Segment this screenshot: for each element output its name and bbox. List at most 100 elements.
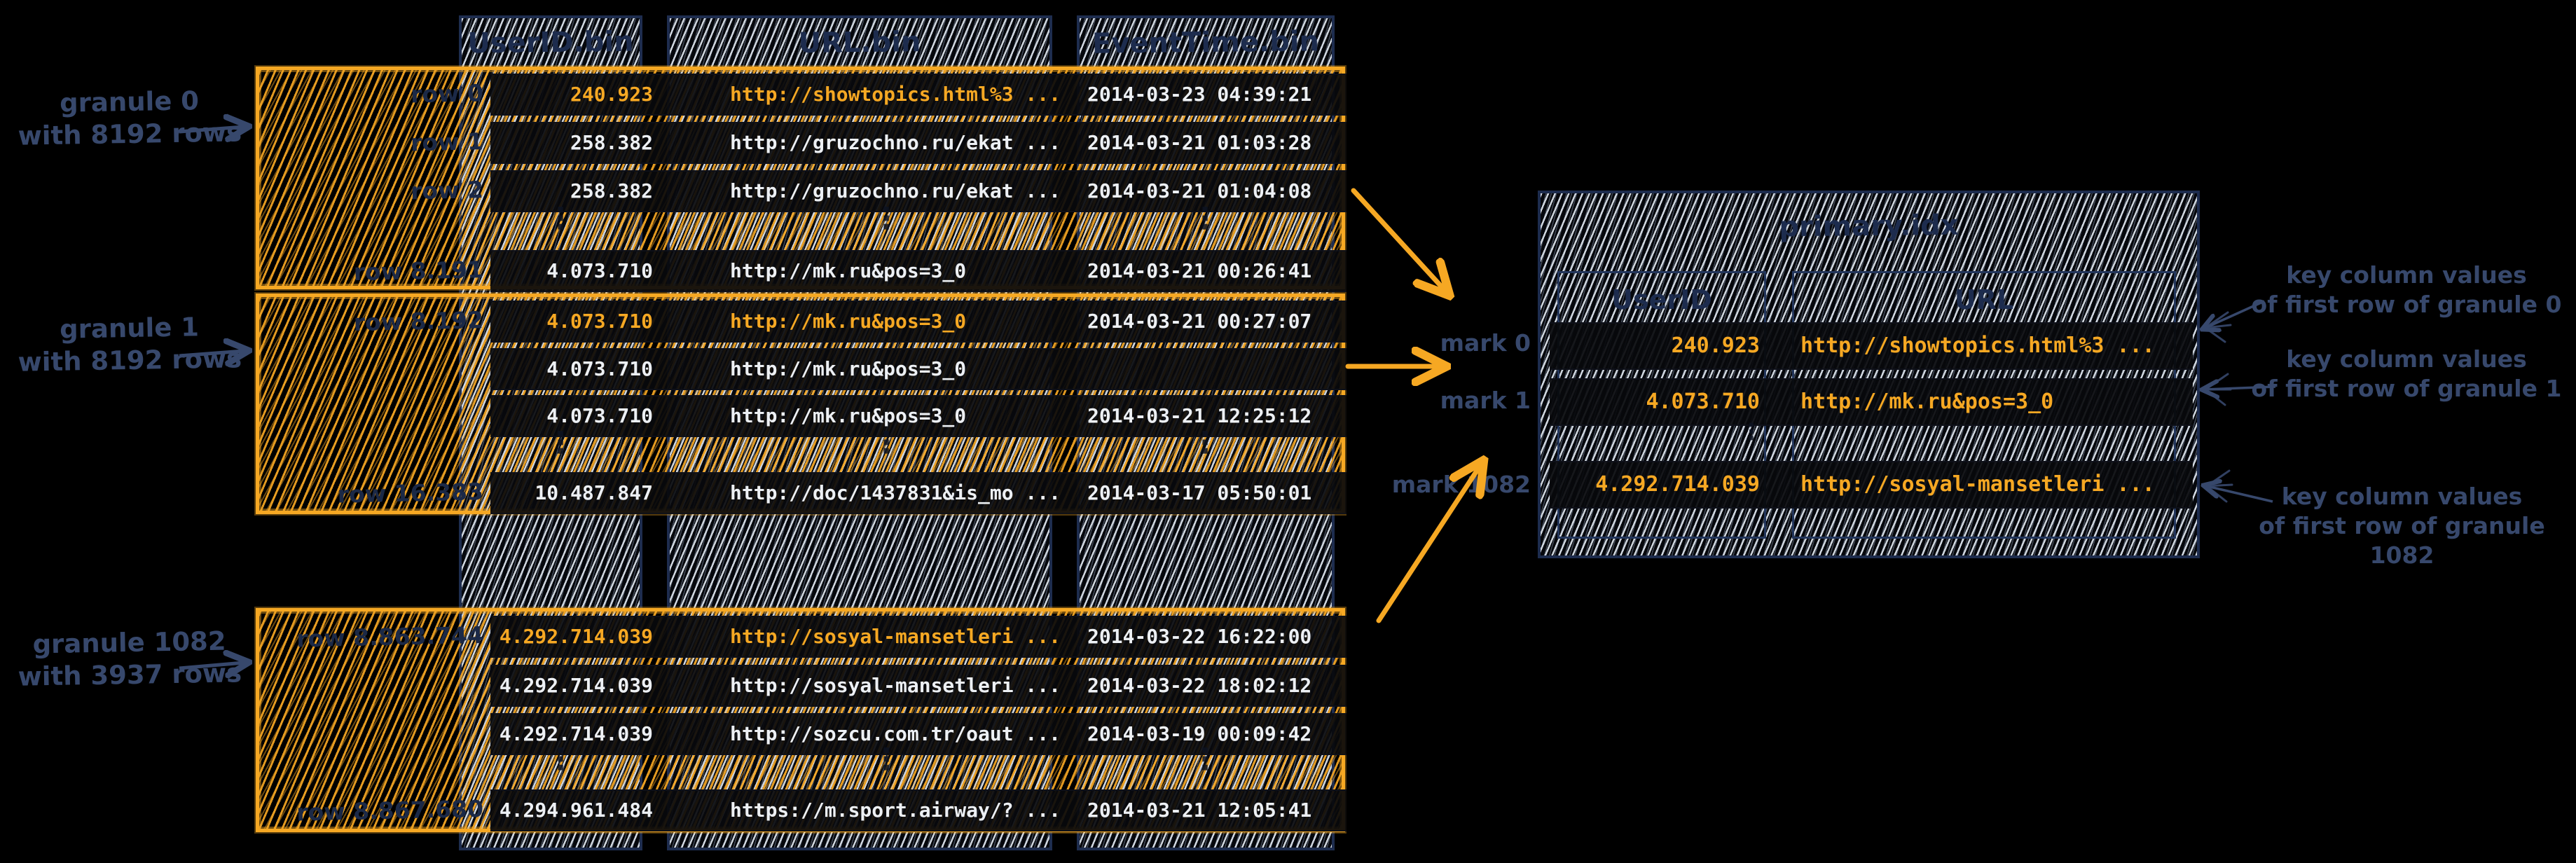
row-number-label: row 2: [410, 176, 484, 205]
ellipsis-dots: ⋮: [546, 742, 575, 776]
url-value: http://showtopics.html%3 ...: [730, 83, 1061, 106]
url-value: http://doc/1437831&is_mo ...: [730, 481, 1061, 504]
mark-row: 4.292.714.039 http://sosyal-mansetleri .…: [1550, 461, 2193, 509]
url-value: http://mk.ru&pos=3_0: [730, 357, 967, 380]
mark-1-label: mark 1: [1440, 387, 1531, 414]
mark-row: 240.923 http://showtopics.html%3 ...: [1550, 322, 2193, 370]
url-value: http://sosyal-mansetleri ...: [730, 625, 1061, 648]
ellipsis-dots: ⋮: [1740, 418, 1763, 445]
ellipsis-dots: ⋮: [1190, 742, 1220, 776]
table-row: 4.073.710 http://mk.ru&pos=3_0: [490, 348, 1346, 390]
ellipsis-dots: ⋮: [872, 742, 901, 776]
annotation-line: key column values: [2286, 261, 2527, 289]
table-row: 240.923 http://showtopics.html%3 ... 201…: [490, 74, 1346, 116]
row-number-label: row 8.192: [353, 306, 484, 337]
url-value: http://mk.ru&pos=3_0: [730, 404, 967, 427]
annotation-line: key column values: [2281, 483, 2523, 510]
userid-value: 4.294.961.484: [499, 799, 653, 822]
table-row: 4.292.714.039 http://sosyal-mansetleri .…: [490, 665, 1346, 707]
eventtime-value: 2014-03-21 00:27:07: [1087, 310, 1312, 333]
eventtime-value: [1087, 350, 1348, 389]
userid-value: 4.292.714.039: [499, 674, 653, 697]
url-value: http://sozcu.com.tr/oaut ...: [730, 722, 1061, 745]
mark-row: 4.073.710 http://mk.ru&pos=3_0: [1550, 378, 2193, 426]
mark-url-value: http://mk.ru&pos=3_0: [1800, 389, 2054, 414]
granule-0-to-mark-0-arrow: [1351, 188, 1445, 290]
mark-userid-value: 4.073.710: [1646, 389, 1760, 414]
granule-0-annotation: granule 0 with 8192 rows: [6, 84, 253, 153]
row-number-label: row 1: [410, 127, 484, 157]
eventtime-value: 2014-03-21 12:05:41: [1087, 799, 1312, 822]
annotation-line: of first row of granule 1082: [2259, 512, 2545, 569]
mark-0-label: mark 0: [1440, 329, 1531, 357]
url-value: http://mk.ru&pos=3_0: [730, 259, 967, 282]
eventtime-value: 2014-03-17 05:50:01: [1087, 481, 1312, 504]
ellipsis-dots: ⋮: [872, 425, 901, 460]
table-row: 4.292.714.039 http://sosyal-mansetleri .…: [490, 616, 1346, 658]
annotation-line: granule 1082: [32, 626, 226, 660]
ellipsis-dots: ⋮: [1190, 201, 1220, 235]
annotation-line: granule 1: [59, 312, 200, 345]
column-file-label: EventTime.bin: [1091, 25, 1320, 60]
column-file-label: UserID.bin: [467, 25, 634, 60]
userid-value: 258.382: [570, 131, 653, 154]
ellipsis-dots: ⋮: [872, 201, 901, 235]
ellipsis-dots: ⋮: [546, 425, 575, 460]
url-value: http://gruzochno.ru/ekat ...: [730, 131, 1061, 154]
idx-column-header: UserID: [1611, 284, 1712, 315]
annotation-line: with 8192 rows: [18, 343, 242, 378]
row-number-label: row 8.867.680: [296, 794, 484, 827]
eventtime-value: 2014-03-22 18:02:12: [1087, 674, 1312, 697]
panel-title: primary.idx: [1779, 209, 1959, 244]
table-row: 4.073.710 http://mk.ru&pos=3_0 2014-03-2…: [490, 395, 1346, 437]
idx-column-header: URL: [1954, 284, 2014, 315]
table-row: 4.073.710 http://mk.ru&pos=3_0 2014-03-2…: [490, 250, 1346, 292]
url-value: https://m.sport.airway/? ...: [730, 799, 1061, 822]
table-row: 10.487.847 http://doc/1437831&is_mo ... …: [490, 472, 1346, 514]
userid-value: 258.382: [570, 179, 653, 202]
mark-userid-value: 240.923: [1671, 333, 1760, 358]
userid-value: 4.073.710: [546, 404, 653, 427]
annotation-line: key column values: [2286, 345, 2527, 373]
annotation-line: with 3937 rows: [18, 658, 242, 692]
row-number-label: row 0: [410, 79, 484, 109]
annotation-line: with 8192 rows: [18, 117, 242, 151]
eventtime-value: 2014-03-23 04:39:21: [1087, 83, 1312, 106]
row-number-label: row 16.383: [337, 478, 484, 509]
key-values-annotation-granule-1: key column values of first row of granul…: [2242, 345, 2571, 403]
userid-value: 240.923: [570, 83, 653, 106]
annotation-line: granule 0: [59, 85, 200, 118]
userid-value: 10.487.847: [535, 481, 653, 504]
url-value: http://sosyal-mansetleri ...: [730, 674, 1061, 697]
granule-1082-annotation: granule 1082 with 3937 rows: [6, 625, 253, 693]
eventtime-value: 2014-03-21 01:03:28: [1087, 131, 1312, 154]
annotation-line: of first row of granule 0: [2251, 291, 2562, 318]
url-value: http://gruzochno.ru/ekat ...: [730, 179, 1061, 202]
table-row: 4.292.714.039 http://sozcu.com.tr/oaut .…: [490, 713, 1346, 755]
table-row: 258.382 http://gruzochno.ru/ekat ... 201…: [490, 170, 1346, 212]
userid-value: 4.073.710: [546, 310, 653, 333]
userid-value: 4.292.714.039: [499, 722, 653, 745]
key-values-annotation-granule-0: key column values of first row of granul…: [2242, 261, 2571, 319]
userid-value: 4.292.714.039: [499, 625, 653, 648]
eventtime-value: 2014-03-21 01:04:08: [1087, 179, 1312, 202]
table-row: 258.382 http://gruzochno.ru/ekat ... 201…: [490, 122, 1346, 164]
mark-1082-label: mark 1082: [1391, 471, 1531, 498]
userid-value: 4.073.710: [546, 357, 653, 380]
eventtime-value: 2014-03-22 16:22:00: [1087, 625, 1312, 648]
eventtime-value: 2014-03-19 00:09:42: [1087, 722, 1312, 745]
ellipsis-dots: ⋮: [546, 201, 575, 235]
annotation-line: of first row of granule 1: [2251, 375, 2562, 402]
table-row: 4.073.710 http://mk.ru&pos=3_0 2014-03-2…: [490, 301, 1346, 343]
row-number-label: row 8.191: [353, 256, 484, 286]
mark-url-value: http://showtopics.html%3 ...: [1800, 333, 2155, 358]
eventtime-value: 2014-03-21 12:25:12: [1087, 404, 1312, 427]
key-values-annotation-granule-1082: key column values of first row of granul…: [2231, 482, 2572, 570]
burst-marks: [2204, 311, 2233, 503]
granule-1-annotation: granule 1 with 8192 rows: [6, 310, 253, 379]
mark-userid-value: 4.292.714.039: [1595, 472, 1760, 497]
userid-value: 4.073.710: [546, 259, 653, 282]
table-row: 4.294.961.484 https://m.sport.airway/? .…: [490, 789, 1346, 831]
column-file-label: URL.bin: [798, 26, 921, 60]
